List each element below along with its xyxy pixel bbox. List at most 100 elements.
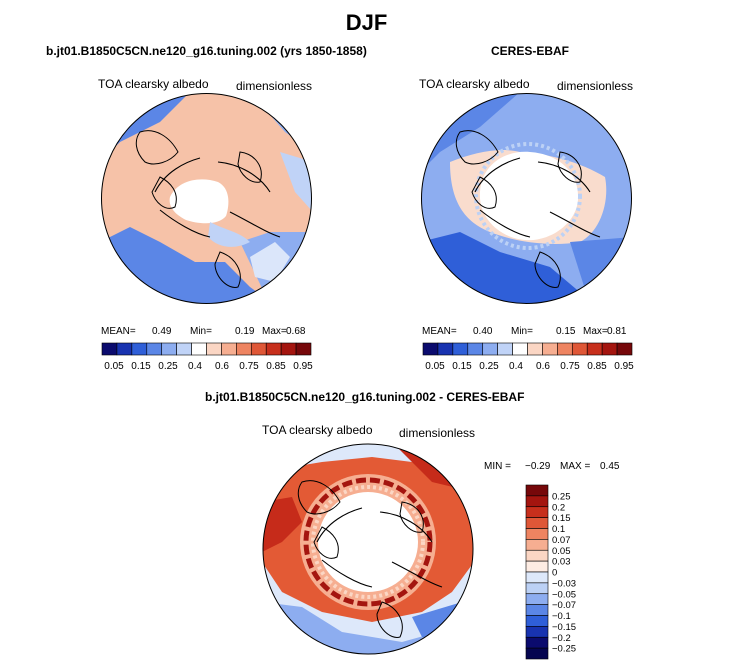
colorbar-diff-tick-label: −0.25	[552, 644, 576, 655]
colorbar-diff-swatch	[525, 604, 549, 616]
colorbar-model-tick-label: 0.85	[266, 361, 286, 372]
colorbar-diff-tick-label: −0.03	[552, 578, 576, 589]
main-title: DJF	[345, 10, 388, 35]
colorbar-diff-swatch	[525, 636, 549, 649]
colorbar-model-swatch	[250, 342, 267, 356]
colorbar-ceres-tick-label: 0.25	[479, 361, 499, 372]
colorbar-diff-swatch	[525, 539, 549, 551]
colorbar-model-swatch	[206, 342, 222, 356]
panel-1-max-label: Max=	[262, 326, 287, 337]
colorbar-ceres-swatch	[437, 342, 454, 356]
colorbar-ceres-tick-label: 0.15	[452, 361, 472, 372]
map-ceres-border	[421, 93, 632, 304]
colorbar-model-swatch	[176, 342, 192, 356]
colorbar-model-swatch	[116, 342, 133, 356]
panel-2-mean-value: 0.40	[473, 326, 493, 337]
map-diff-landmasses	[297, 480, 424, 638]
panel-1-units-label: dimensionless	[236, 79, 313, 93]
colorbar-model-tick-label: 0.6	[215, 361, 229, 372]
panel-1-variable-label: TOA clearsky albedo	[98, 77, 209, 91]
map-model-baltic-region	[250, 242, 290, 282]
panel-1-mean-value: 0.49	[152, 326, 172, 337]
map-model-ocean-right	[280, 152, 312, 212]
colorbar-diff-swatch	[525, 517, 549, 529]
colorbar-diff-tick-label: −0.15	[552, 622, 576, 633]
colorbar-diff-tick-label: 0	[552, 568, 557, 579]
colorbar-diff-swatch	[525, 615, 549, 627]
colorbar-diff-swatch	[525, 495, 549, 508]
panel-1-min-label: Min=	[190, 326, 212, 337]
panel-3-max-label: MAX =	[560, 461, 591, 472]
colorbar-diff-tick-label: 0.25	[552, 491, 571, 502]
colorbar-diff-tick-label: 0.05	[552, 546, 571, 557]
colorbar-model-tick-label: 0.05	[104, 361, 124, 372]
panel-2-max-value: 0.81	[607, 326, 627, 337]
colorbar-ceres-tick-label: 0.4	[509, 361, 523, 372]
map-model	[101, 93, 312, 304]
colorbar-diff-swatch	[525, 549, 549, 562]
map-diff-ring-outer	[303, 477, 433, 607]
colorbar-ceres-swatch	[542, 342, 558, 356]
colorbar-model-swatch	[280, 342, 297, 356]
colorbar-diff-tick-label: −0.2	[552, 633, 571, 644]
map-ceres	[421, 93, 632, 304]
colorbar-model-tick-label: 0.4	[188, 361, 202, 372]
colorbar-model-swatch	[161, 342, 177, 356]
map-diff-arctic-white	[318, 492, 418, 592]
panel-3-variable-label: TOA clearsky albedo	[262, 423, 373, 437]
colorbar-diff-tick-label: 0.2	[552, 502, 565, 513]
colorbar-diff-swatch	[525, 626, 549, 638]
panel-1-min-value: 0.19	[235, 326, 255, 337]
colorbar-ceres-tick-label: 0.75	[560, 361, 580, 372]
colorbar-ceres-swatch	[452, 342, 469, 356]
colorbar-ceres-swatch	[497, 342, 513, 356]
colorbar-model-swatch	[236, 342, 252, 356]
colorbar-ceres-swatch	[586, 342, 603, 356]
colorbar-model: 0.05 0.15 0.25 0.4 0.6 0.75 0.85 0.95	[101, 342, 313, 372]
panel-1-title: b.jt01.B1850C5CN.ne120_g16.tuning.002 (y…	[46, 44, 367, 58]
panel-2-variable-label: TOA clearsky albedo	[419, 77, 530, 91]
colorbar-difference: 0.250.20.150.10.070.050.030−0.03−0.05−0.…	[525, 484, 576, 660]
colorbar-ceres-swatch	[571, 342, 588, 356]
map-ceres-coastlines	[474, 157, 601, 238]
colorbar-diff-swatch	[525, 560, 549, 573]
panel-3-min-value: −0.29	[525, 461, 551, 472]
colorbar-diff-swatch	[525, 528, 549, 540]
panel-1-max-value: 0.68	[286, 326, 306, 337]
colorbar-ceres-swatch	[467, 342, 484, 356]
colorbar-ceres-swatch	[482, 342, 498, 356]
colorbar-diff-swatch	[525, 647, 549, 660]
panel-3-units-label: dimensionless	[399, 426, 476, 440]
panel-2-units-label: dimensionless	[557, 79, 634, 93]
map-diff-deepred-left	[263, 497, 302, 552]
map-diff-border	[262, 443, 474, 655]
colorbar-diff-swatch	[525, 593, 549, 605]
map-model-border	[101, 93, 312, 304]
colorbar-diff-swatch	[525, 484, 549, 497]
colorbar-ceres-swatch	[616, 342, 633, 356]
colorbar-diff-tick-label: −0.05	[552, 589, 576, 600]
colorbar-model-swatch	[101, 342, 118, 356]
colorbar-model-swatch	[295, 342, 312, 356]
colorbar-ceres: 0.05 0.15 0.25 0.4 0.6 0.75 0.85 0.95	[422, 342, 634, 372]
map-model-coastlines	[154, 157, 281, 238]
colorbar-ceres-tick-label: 0.95	[614, 361, 634, 372]
colorbar-diff-swatch	[525, 582, 549, 595]
map-model-shelf	[208, 222, 250, 247]
panel-2-max-label: Max=	[583, 326, 608, 337]
colorbar-ceres-swatch	[557, 342, 573, 356]
colorbar-ceres-tick-label: 0.85	[587, 361, 607, 372]
colorbar-diff-tick-label: −0.1	[552, 611, 571, 622]
colorbar-ceres-swatch	[422, 342, 439, 356]
panel-3-title: b.jt01.B1850C5CN.ne120_g16.tuning.002 - …	[205, 390, 525, 404]
map-diff-ring-inner	[311, 485, 425, 599]
colorbar-diff-swatch	[525, 506, 549, 518]
colorbar-diff-tick-label: 0.15	[552, 513, 571, 524]
colorbar-model-swatch	[131, 342, 148, 356]
panel-2-min-value: 0.15	[556, 326, 576, 337]
map-model-landmasses	[135, 130, 262, 288]
colorbar-model-swatch	[146, 342, 163, 356]
map-difference	[262, 443, 474, 655]
map-ceres-ocean-bottomright	[570, 237, 632, 304]
colorbar-ceres-swatch	[601, 342, 618, 356]
